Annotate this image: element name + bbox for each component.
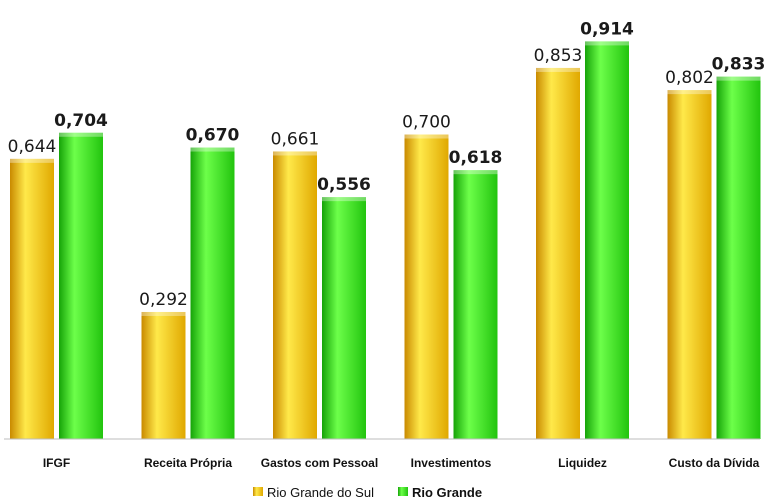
value-label-rio-grande-do-sul-liquidez: 0,853 <box>534 46 583 66</box>
bar-bevel-rio-grande-gastos-com-pessoal <box>322 197 366 202</box>
bar-bevel-rio-grande-do-sul-liquidez <box>536 67 580 72</box>
value-label-rio-grande-receita-propria: 0,670 <box>186 126 240 146</box>
value-label-rio-grande-investimentos: 0,618 <box>449 148 503 168</box>
value-label-rio-grande-do-sul-investimentos: 0,700 <box>402 113 451 133</box>
legend-label-rio-grande-do-sul: Rio Grande do Sul <box>267 485 374 500</box>
bar-rio-grande-do-sul-ifgf <box>10 158 54 440</box>
category-label-custo-da-divida: Custo da Dívida <box>669 456 760 470</box>
bar-rio-grande-do-sul-receita-propria <box>141 311 186 439</box>
category-label-receita-propria: Receita Própria <box>144 456 232 470</box>
value-label-rio-grande-ifgf: 0,704 <box>54 111 108 131</box>
value-label-rio-grande-do-sul-receita-propria: 0,292 <box>139 290 188 310</box>
value-label-rio-grande-liquidez: 0,914 <box>580 19 634 39</box>
bar-rio-grande-liquidez <box>585 41 629 439</box>
bars-layer <box>10 41 761 440</box>
category-label-liquidez: Liquidez <box>558 456 607 470</box>
value-label-rio-grande-do-sul-ifgf: 0,644 <box>8 137 57 157</box>
bar-bevel-rio-grande-do-sul-investimentos <box>404 134 449 139</box>
bar-rio-grande-investimentos <box>453 170 498 440</box>
bar-rio-grande-do-sul-custo-da-divida <box>667 90 712 439</box>
legend-label-rio-grande: Rio Grande <box>412 485 482 500</box>
bar-bevel-rio-grande-investimentos <box>453 170 498 175</box>
bar-bevel-rio-grande-do-sul-ifgf <box>10 158 54 163</box>
value-label-rio-grande-do-sul-gastos-com-pessoal: 0,661 <box>271 129 320 149</box>
category-label-ifgf: IFGF <box>43 456 70 470</box>
bar-rio-grande-do-sul-investimentos <box>404 134 449 439</box>
legend-swatch-rio-grande <box>398 487 408 496</box>
category-label-investimentos: Investimentos <box>411 456 492 470</box>
value-label-rio-grande-do-sul-custo-da-divida: 0,802 <box>665 68 714 88</box>
value-labels-layer: 0,644 0,704 0,292 0,670 0,661 0,556 0,700 0,618… <box>8 19 764 310</box>
bar-bevel-rio-grande-do-sul-receita-propria <box>141 311 186 316</box>
category-labels-layer: IFGF Receita Própria Gastos com Pessoal Inv… <box>43 456 760 470</box>
legend: Rio Grande do Sul Rio Grande <box>253 485 482 500</box>
bar-rio-grande-do-sul-gastos-com-pessoal <box>273 151 317 439</box>
bar-bevel-rio-grande-custo-da-divida <box>716 76 761 81</box>
value-label-rio-grande-gastos-com-pessoal: 0,556 <box>317 175 371 195</box>
bar-rio-grande-receita-propria <box>190 147 235 440</box>
bar-bevel-rio-grande-do-sul-gastos-com-pessoal <box>273 151 317 156</box>
bar-rio-grande-ifgf <box>59 132 103 439</box>
bar-bevel-rio-grande-ifgf <box>59 132 103 137</box>
bar-rio-grande-custo-da-divida <box>716 76 761 440</box>
value-label-rio-grande-custo-da-divida: 0,833 <box>712 55 764 75</box>
bar-rio-grande-do-sul-liquidez <box>536 67 580 439</box>
bar-bevel-rio-grande-liquidez <box>585 41 629 46</box>
bar-bevel-rio-grande-do-sul-custo-da-divida <box>667 90 712 95</box>
bar-bevel-rio-grande-receita-propria <box>190 147 235 152</box>
category-label-gastos-com-pessoal: Gastos com Pessoal <box>261 456 378 470</box>
bar-rio-grande-gastos-com-pessoal <box>322 197 366 439</box>
legend-swatch-rio-grande-do-sul <box>253 487 263 496</box>
